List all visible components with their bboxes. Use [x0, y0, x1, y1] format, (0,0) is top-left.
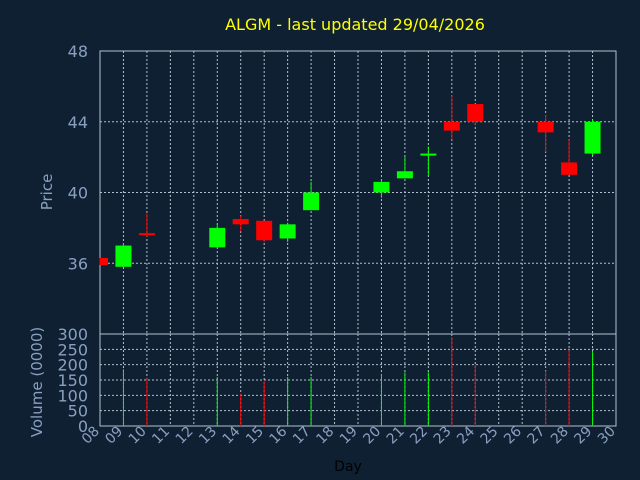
candle-body: [420, 153, 437, 156]
volume-tick-label: 250: [57, 340, 88, 359]
candle-body: [303, 192, 320, 211]
candle-body: [373, 181, 390, 193]
price-tick-label: 40: [68, 184, 88, 203]
candle-body: [279, 224, 296, 239]
volume-tick-label: 100: [57, 386, 88, 405]
candle-body: [115, 245, 132, 267]
axis-ticks: 08 09 10 11 12 13 14 15 16 17 18 19 20 21 22 23 24 25 26 27…: [57, 42, 618, 447]
volume-bars: [122, 337, 594, 426]
volume-tick-label: 50: [68, 402, 88, 421]
candle-body: [443, 121, 460, 131]
price-tick-label: 48: [68, 42, 88, 61]
candle-body: [584, 121, 601, 154]
candle-body: [209, 227, 226, 248]
volume-tick-label: 300: [57, 325, 88, 344]
x-axis-label: Day: [334, 459, 362, 475]
price-tick-label: 44: [68, 113, 88, 132]
volume-tick-label: 150: [57, 371, 88, 390]
price-axis-label: Price: [38, 174, 56, 211]
candle-body: [232, 219, 249, 225]
candle-body: [537, 121, 554, 133]
candle-body: [561, 162, 578, 175]
candle-body: [100, 257, 108, 266]
candle-body: [467, 104, 484, 122]
candle-body: [256, 220, 273, 241]
volume-tick-label: 200: [57, 356, 88, 375]
candle-body: [138, 233, 155, 236]
chart-title: ALGM - last updated 29/04/2026: [225, 15, 485, 34]
price-tick-label: 36: [68, 254, 88, 273]
volume-tick-label: 0: [78, 417, 88, 436]
candlesticks: [99, 95, 601, 267]
candle-body: [396, 171, 413, 179]
volume-axis-label: Volume (0000): [28, 327, 46, 437]
